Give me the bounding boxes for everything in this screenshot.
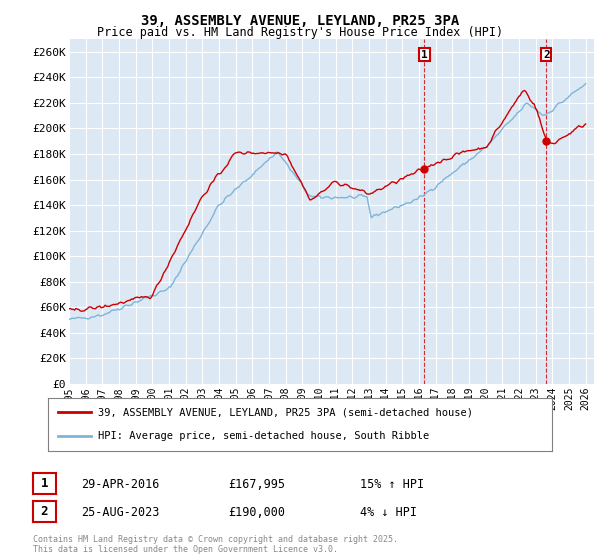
Text: 25-AUG-2023: 25-AUG-2023: [81, 506, 160, 519]
Text: 1: 1: [421, 49, 428, 59]
Text: £190,000: £190,000: [228, 506, 285, 519]
Text: 39, ASSEMBLY AVENUE, LEYLAND, PR25 3PA (semi-detached house): 39, ASSEMBLY AVENUE, LEYLAND, PR25 3PA (…: [98, 408, 473, 418]
Text: 2: 2: [543, 49, 550, 59]
Text: £167,995: £167,995: [228, 478, 285, 491]
Text: 2: 2: [41, 505, 48, 519]
Text: 39, ASSEMBLY AVENUE, LEYLAND, PR25 3PA: 39, ASSEMBLY AVENUE, LEYLAND, PR25 3PA: [141, 14, 459, 28]
Text: 29-APR-2016: 29-APR-2016: [81, 478, 160, 491]
Text: 4% ↓ HPI: 4% ↓ HPI: [360, 506, 417, 519]
Text: 1: 1: [41, 477, 48, 491]
Text: 15% ↑ HPI: 15% ↑ HPI: [360, 478, 424, 491]
Text: Price paid vs. HM Land Registry's House Price Index (HPI): Price paid vs. HM Land Registry's House …: [97, 26, 503, 39]
Text: Contains HM Land Registry data © Crown copyright and database right 2025.
This d: Contains HM Land Registry data © Crown c…: [33, 535, 398, 554]
Text: HPI: Average price, semi-detached house, South Ribble: HPI: Average price, semi-detached house,…: [98, 431, 430, 441]
